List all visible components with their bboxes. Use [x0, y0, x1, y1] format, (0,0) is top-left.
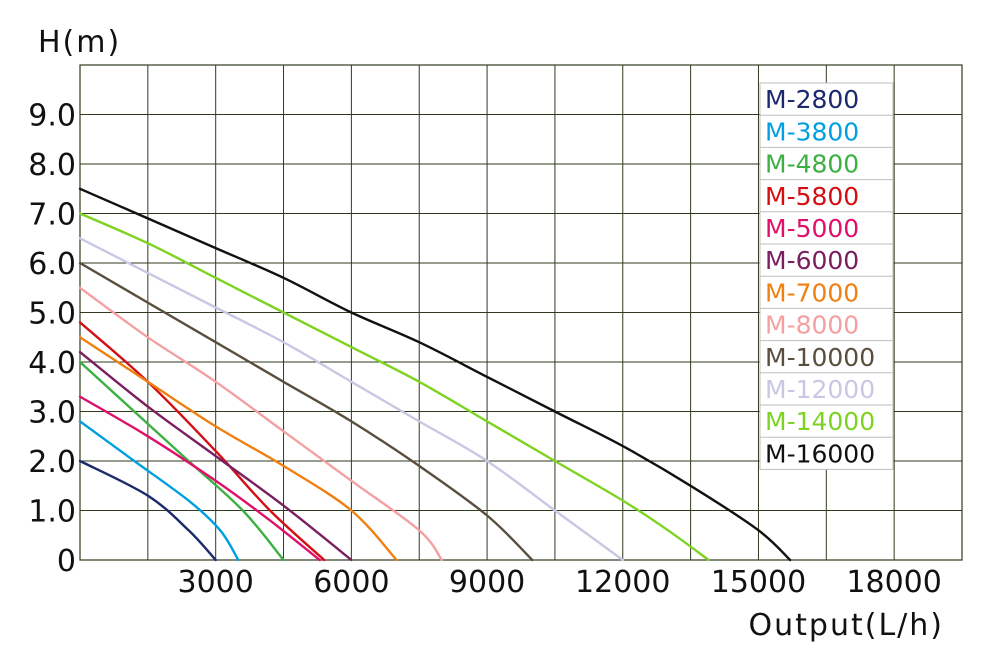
y-tick-label: 2.0: [28, 445, 76, 480]
y-tick-label: 9.0: [28, 99, 76, 134]
y-axis-label: H(m): [38, 25, 121, 60]
series-line-m-5800: [78, 321, 326, 562]
legend-entry: M-4800: [765, 150, 859, 179]
legend-entry: M-14000: [765, 407, 875, 436]
legend-entry: M-5000: [765, 214, 859, 243]
series-line-m-16000: [78, 187, 792, 562]
legend-entry: M-16000: [765, 439, 875, 468]
legend-entry: M-5800: [765, 182, 859, 211]
series-line-m-3800: [78, 420, 240, 562]
series-line-m-8000: [78, 286, 443, 562]
series-line-m-14000: [78, 212, 710, 562]
y-tick-label: 1.0: [28, 495, 76, 530]
series-line-m-6000: [78, 350, 353, 562]
tick-labels: 0 1.0 2.0 3.0 4.0 5.0 6.0 7.0 8.0 9.0 3000 6000 9000…: [28, 99, 942, 601]
y-tick-label: 6.0: [28, 247, 76, 282]
legend-entry: M-10000: [765, 343, 875, 372]
y-tick-label: 4.0: [28, 346, 76, 381]
series-lines: [78, 187, 792, 562]
x-tick-label: 15000: [711, 565, 806, 600]
series-line-m-12000: [78, 237, 624, 562]
series-line-m-4800: [78, 360, 285, 562]
series-line-m-10000: [78, 261, 534, 562]
legend: M-2800 M-3800 M-4800 M-5800 M-5000 M-6000 M-70…: [759, 82, 894, 470]
x-tick-label: 12000: [575, 565, 670, 600]
legend-entry: M-3800: [765, 117, 859, 146]
series-line-m-2800: [78, 459, 217, 562]
series-line-m-7000: [78, 336, 398, 562]
legend-entry: M-7000: [765, 278, 859, 307]
x-tick-label: 18000: [846, 565, 941, 600]
legend-entry: M-8000: [765, 311, 859, 340]
x-axis-label: Output(L/h): [749, 608, 944, 643]
y-tick-label: 5.0: [28, 297, 76, 332]
series-line-m-5000: [78, 395, 321, 562]
y-tick-label: 7.0: [28, 198, 76, 233]
legend-entry: M-6000: [765, 246, 859, 275]
x-tick-label: 6000: [313, 565, 389, 600]
y-tick-label: 3.0: [28, 396, 76, 431]
legend-entry: M-2800: [765, 85, 859, 114]
x-tick-label: 3000: [178, 565, 254, 600]
legend-entry: M-12000: [765, 375, 875, 404]
x-tick-label: 9000: [449, 565, 525, 600]
y-tick-label: 8.0: [28, 148, 76, 183]
y-tick-label: 0: [57, 544, 76, 579]
